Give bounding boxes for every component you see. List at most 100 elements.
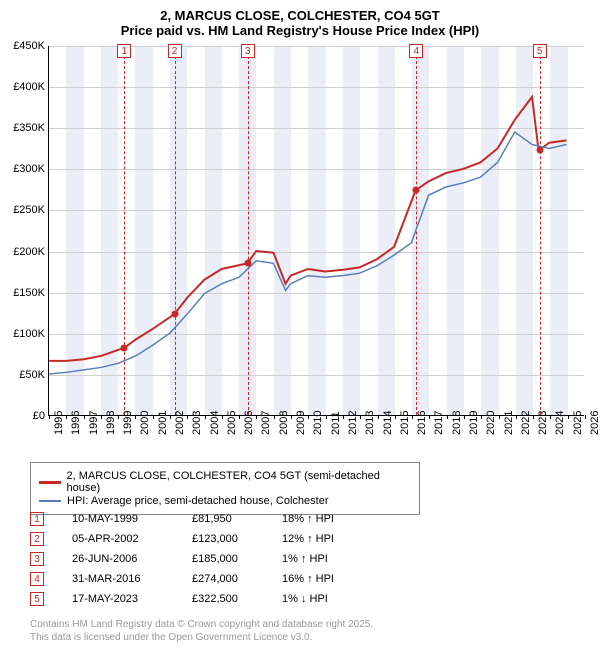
tx-row-marker: 4 [30, 572, 44, 586]
transaction-table: 110-MAY-1999£81,95018% ↑ HPI 2 05-APR-2002… [30, 508, 362, 610]
x-tick [153, 415, 154, 419]
tx-row-date: 05-APR-2002 [72, 533, 192, 545]
x-axis-label: 1996 [70, 411, 82, 435]
footer-line2: This data is licensed under the Open Gov… [30, 631, 373, 644]
tx-row-marker: 1 [30, 512, 44, 526]
y-axis-label: £250K [3, 204, 45, 216]
y-axis-label: £50K [3, 369, 45, 381]
y-axis-label: £400K [3, 81, 45, 93]
x-tick [84, 415, 85, 419]
transaction-point [536, 146, 543, 153]
footer: Contains HM Land Registry data © Crown c… [30, 618, 373, 644]
tx-row-price: £274,000 [192, 573, 282, 585]
x-axis-label: 2018 [451, 411, 463, 435]
x-tick [118, 415, 119, 419]
tx-row-price: £322,500 [192, 593, 282, 605]
x-axis-label: 2013 [364, 411, 376, 435]
x-tick [568, 415, 569, 419]
x-tick [326, 415, 327, 419]
tx-row-marker: 5 [30, 592, 44, 606]
x-axis-label: 1998 [105, 411, 117, 435]
x-axis-label: 2010 [312, 411, 324, 435]
x-tick [516, 415, 517, 419]
x-tick [481, 415, 482, 419]
x-axis-label: 2022 [520, 411, 532, 435]
tx-row-price: £123,000 [192, 533, 282, 545]
x-tick [101, 415, 102, 419]
transaction-marker-box: 3 [241, 44, 255, 58]
legend-swatch-1 [39, 500, 61, 502]
x-axis-label: 1999 [122, 411, 134, 435]
x-tick [308, 415, 309, 419]
x-tick [343, 415, 344, 419]
y-axis-label: £100K [3, 328, 45, 340]
legend-row-series1: HPI: Average price, semi-detached house,… [39, 495, 409, 507]
tx-row-delta: 18% ↑ HPI [282, 513, 362, 525]
tx-row-delta: 12% ↑ HPI [282, 533, 362, 545]
x-axis-label: 2001 [157, 411, 169, 435]
transaction-row: 326-JUN-2006£185,0001% ↑ HPI [30, 550, 362, 568]
transaction-row: 2 05-APR-2002£123,00012% ↑ HPI [30, 530, 362, 548]
tx-row-delta: 16% ↑ HPI [282, 573, 362, 585]
legend-label-0: 2, MARCUS CLOSE, COLCHESTER, CO4 5GT (se… [67, 470, 409, 494]
x-axis-label: 2015 [399, 411, 411, 435]
x-axis-label: 2004 [209, 411, 221, 435]
transaction-marker-box: 2 [168, 44, 182, 58]
y-axis-label: £150K [3, 287, 45, 299]
x-tick [585, 415, 586, 419]
x-axis-label: 2016 [416, 411, 428, 435]
tx-row-date: 17-MAY-2023 [72, 593, 192, 605]
x-axis-label: 2008 [278, 411, 290, 435]
tx-row-date: 31-MAR-2016 [72, 573, 192, 585]
transaction-point [171, 310, 178, 317]
x-axis-label: 2020 [485, 411, 497, 435]
y-axis-label: £300K [3, 163, 45, 175]
x-axis-label: 2017 [433, 411, 445, 435]
footer-line1: Contains HM Land Registry data © Crown c… [30, 618, 373, 631]
x-axis-label: 1995 [53, 411, 65, 435]
transaction-marker-box: 4 [409, 44, 423, 58]
x-tick [395, 415, 396, 419]
x-axis-label: 2009 [295, 411, 307, 435]
x-tick [464, 415, 465, 419]
x-tick [447, 415, 448, 419]
x-tick [550, 415, 551, 419]
y-axis-label: £350K [3, 122, 45, 134]
tx-row-date: 26-JUN-2006 [72, 553, 192, 565]
x-tick [429, 415, 430, 419]
legend-row-series0: 2, MARCUS CLOSE, COLCHESTER, CO4 5GT (se… [39, 470, 409, 494]
tx-row-delta: 1% ↓ HPI [282, 593, 362, 605]
x-tick [66, 415, 67, 419]
series-line-1 [49, 132, 566, 374]
x-tick [49, 415, 50, 419]
x-tick [412, 415, 413, 419]
x-axis-label: 2000 [139, 411, 151, 435]
x-tick [239, 415, 240, 419]
legend-label-1: HPI: Average price, semi-detached house,… [67, 495, 329, 507]
x-axis-label: 2021 [503, 411, 515, 435]
y-axis-label: £450K [3, 40, 45, 52]
series-line-0 [49, 97, 566, 361]
x-tick [222, 415, 223, 419]
transaction-row: 5 17-MAY-2023£322,5001% ↓ HPI [30, 590, 362, 608]
x-tick [533, 415, 534, 419]
tx-row-price: £185,000 [192, 553, 282, 565]
x-tick [360, 415, 361, 419]
x-axis-label: 2005 [226, 411, 238, 435]
x-axis-label: 2003 [191, 411, 203, 435]
title-line2: Price paid vs. HM Land Registry's House … [0, 23, 600, 38]
transaction-row: 110-MAY-1999£81,95018% ↑ HPI [30, 510, 362, 528]
x-axis-label: 2025 [572, 411, 584, 435]
x-axis-label: 2026 [589, 411, 600, 435]
transaction-marker-box: 5 [533, 44, 547, 58]
x-tick [499, 415, 500, 419]
x-axis-label: 2011 [330, 411, 342, 435]
x-tick [256, 415, 257, 419]
titles: 2, MARCUS CLOSE, COLCHESTER, CO4 5GT Pri… [0, 0, 600, 42]
transaction-point [413, 186, 420, 193]
legend-swatch-0 [39, 481, 61, 484]
y-axis-label: £0 [3, 410, 45, 422]
transaction-marker-box: 1 [117, 44, 131, 58]
x-tick [170, 415, 171, 419]
tx-row-marker: 2 [30, 532, 44, 546]
